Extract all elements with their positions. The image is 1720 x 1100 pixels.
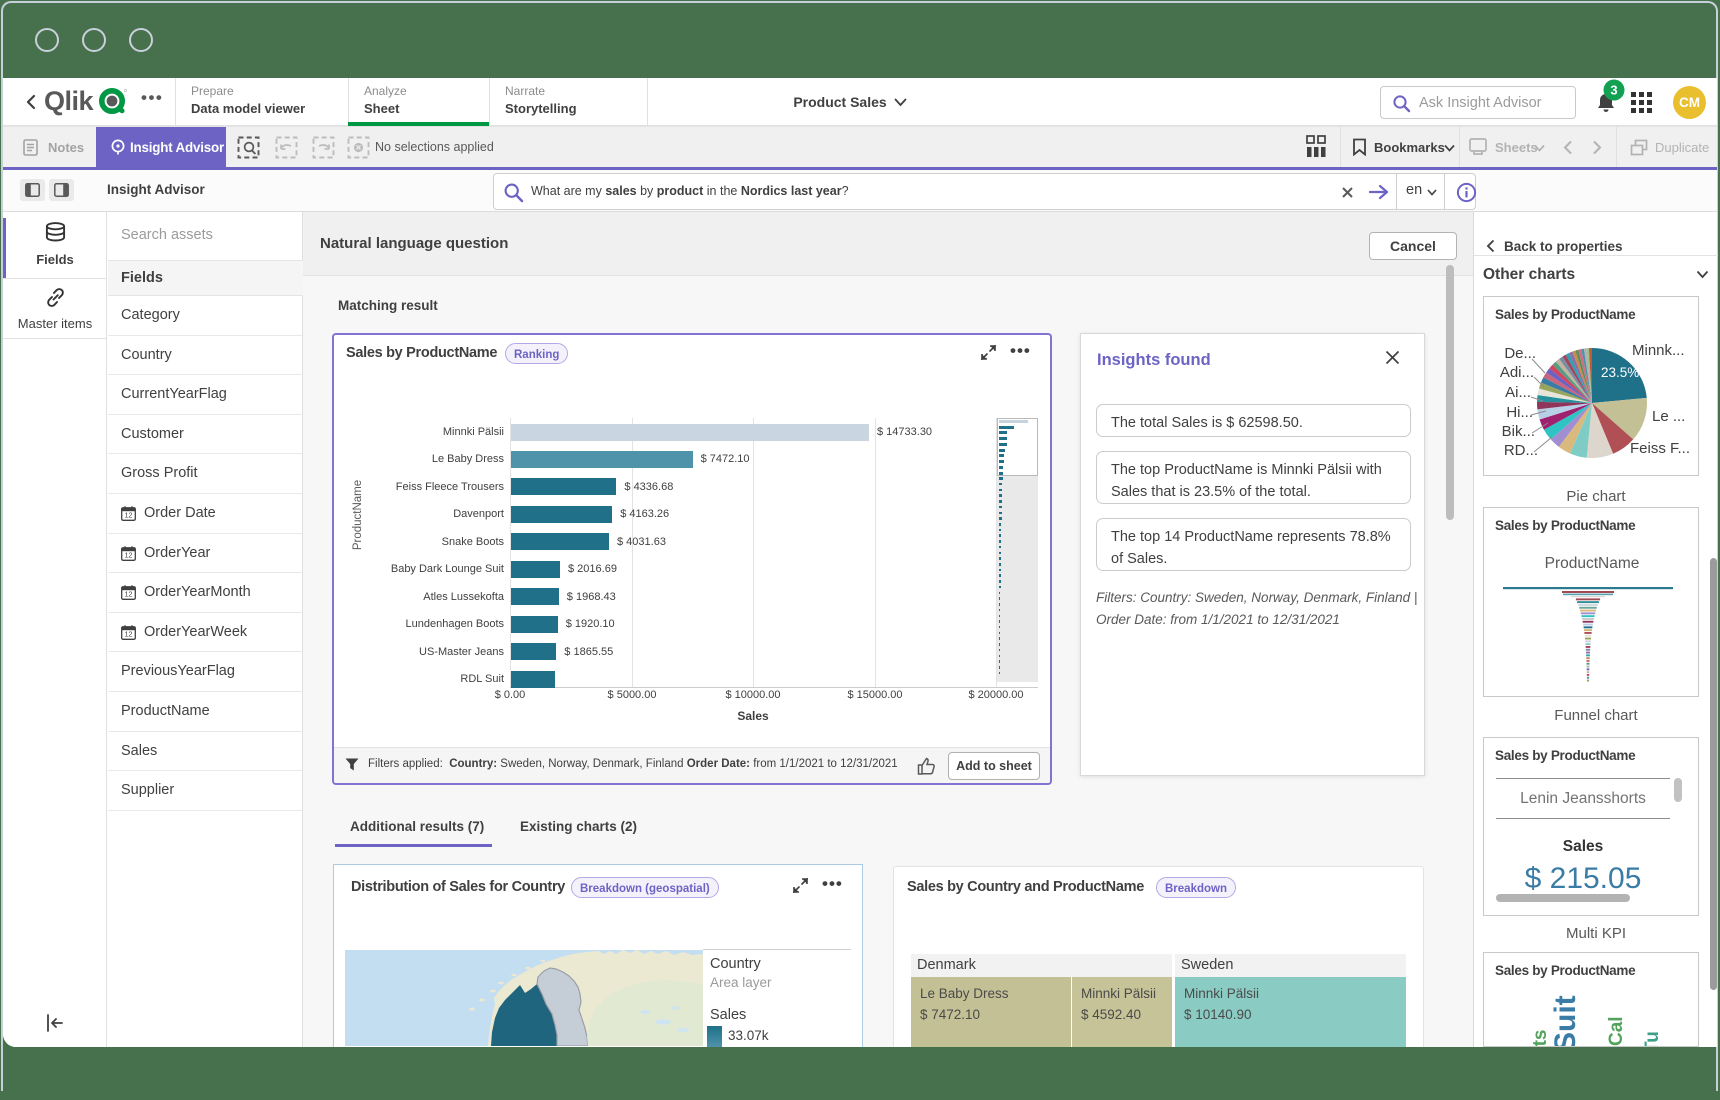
svg-text:12: 12	[125, 513, 133, 520]
svg-text:3: 3	[1610, 83, 1617, 98]
svg-text:23.5%: 23.5%	[1601, 365, 1639, 380]
svg-text:12: 12	[125, 631, 133, 638]
svg-text:12: 12	[125, 552, 133, 559]
svg-text:12: 12	[125, 592, 133, 599]
